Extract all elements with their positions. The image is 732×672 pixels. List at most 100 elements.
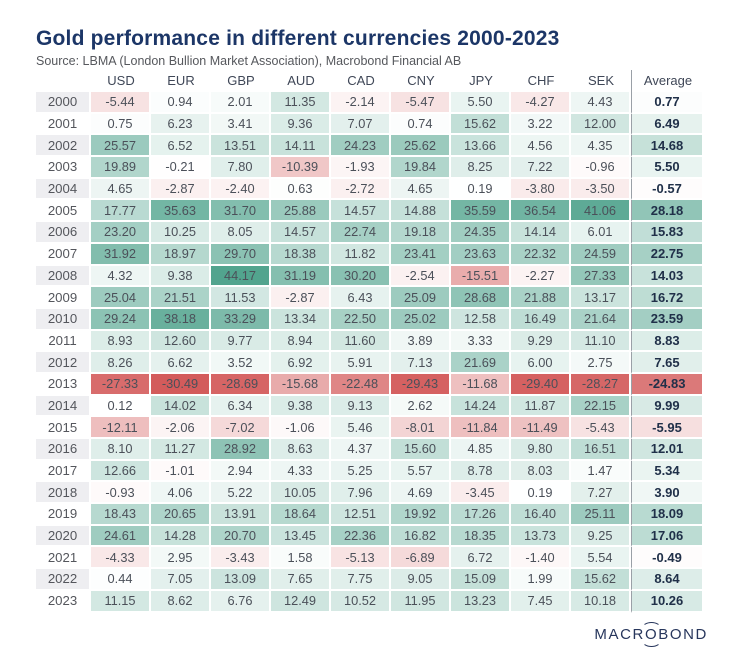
heatmap-cell-2015-aud: -1.06 bbox=[271, 417, 331, 439]
table-row-2009: 2009 25.04 21.51 11.53 -2.87 6.43 25.09 28.68 21… bbox=[36, 287, 704, 309]
heatmap-cell-2006-jpy: 24.35 bbox=[451, 222, 511, 244]
heatmap-cell-2000-sek: 4.43 bbox=[571, 92, 631, 114]
heatmap-cell-2008-cad: 30.20 bbox=[331, 265, 391, 288]
heatmap-cell-2006-cad: 22.74 bbox=[331, 222, 391, 244]
heatmap-cell-2020-usd: 24.61 bbox=[91, 525, 151, 548]
heatmap-cell-2009-cny: 25.09 bbox=[391, 287, 451, 309]
table-row-2023: 2023 11.15 8.62 6.76 12.49 10.52 11.95 13.23 7.4… bbox=[36, 590, 704, 613]
heatmap-cell-2002-cad: 24.23 bbox=[331, 135, 391, 158]
heatmap-cell-2000-cny: -5.47 bbox=[391, 92, 451, 114]
heatmap-cell-2023-cny: 11.95 bbox=[391, 590, 451, 613]
heatmap-cell-2020-jpy: 18.35 bbox=[451, 525, 511, 548]
year-label: 2001 bbox=[36, 113, 91, 136]
year-label: 2012 bbox=[36, 352, 91, 374]
heatmap-cell-2012-eur: 6.62 bbox=[151, 352, 211, 374]
heatmap-cell-2002-aud: 14.11 bbox=[271, 135, 331, 158]
heatmap-cell-2022-cny: 9.05 bbox=[391, 569, 451, 591]
heatmap-cell-2021-aud: 1.58 bbox=[271, 547, 331, 570]
heatmap-cell-2022-aud: 7.65 bbox=[271, 569, 331, 591]
heatmap-cell-2007-gbp: 29.70 bbox=[211, 243, 271, 266]
heatmap-cell-2002-gbp: 13.51 bbox=[211, 135, 271, 158]
heatmap-cell-2010-jpy: 12.58 bbox=[451, 308, 511, 331]
heatmap-cell-2011-sek: 11.10 bbox=[571, 330, 631, 353]
heatmap-cell-2010-cad: 22.50 bbox=[331, 308, 391, 331]
heatmap-cell-2009-cad: 6.43 bbox=[331, 287, 391, 309]
logo-text-post: BOND bbox=[658, 626, 708, 643]
heatmap-cell-2003-sek: -0.96 bbox=[571, 157, 631, 179]
year-label: 2014 bbox=[36, 395, 91, 418]
year-label: 2017 bbox=[36, 460, 91, 483]
heatmap-cell-2010-sek: 21.64 bbox=[571, 308, 631, 331]
year-column-header bbox=[36, 70, 91, 92]
column-header-aud: AUD bbox=[287, 72, 315, 88]
heatmap-cell-2021-cny: -6.89 bbox=[391, 547, 451, 570]
heatmap-cell-2005-cad: 14.57 bbox=[331, 200, 391, 223]
heatmap-cell-2014-gbp: 6.34 bbox=[211, 395, 271, 418]
heatmap-cell-2014-jpy: 14.24 bbox=[451, 395, 511, 418]
gold-performance-heatmap-table: USD EUR GBP AUD CAD CNY JPY CHF SEK Average 2000-… bbox=[36, 70, 704, 613]
column-header-jpy: JPY bbox=[469, 72, 493, 88]
heatmap-cell-2012-usd: 8.26 bbox=[91, 352, 151, 374]
heatmap-cell-2011-eur: 12.60 bbox=[151, 330, 211, 353]
heatmap-cell-2006-sek: 6.01 bbox=[571, 222, 631, 244]
heatmap-cell-2022-cad: 7.75 bbox=[331, 569, 391, 591]
heatmap-cell-2019-gbp: 13.91 bbox=[211, 504, 271, 526]
average-cell-2022: 8.64 bbox=[631, 569, 704, 591]
heatmap-cell-2011-aud: 8.94 bbox=[271, 330, 331, 353]
heatmap-cell-2017-usd: 12.66 bbox=[91, 460, 151, 483]
heatmap-cell-2001-aud: 9.36 bbox=[271, 113, 331, 136]
heatmap-cell-2005-gbp: 31.70 bbox=[211, 200, 271, 223]
heatmap-cell-2015-cad: 5.46 bbox=[331, 417, 391, 439]
average-cell-2014: 9.99 bbox=[631, 395, 704, 418]
average-cell-2007: 22.75 bbox=[631, 243, 704, 266]
heatmap-cell-2003-cad: -1.93 bbox=[331, 157, 391, 179]
table-row-2010: 2010 29.24 38.18 33.29 13.34 22.50 25.02 12.58 1… bbox=[36, 308, 704, 331]
heatmap-cell-2002-chf: 4.56 bbox=[511, 135, 571, 158]
column-header-sek: SEK bbox=[587, 72, 614, 88]
heatmap-cell-2008-chf: -2.27 bbox=[511, 265, 571, 288]
heatmap-cell-2016-cad: 4.37 bbox=[331, 439, 391, 461]
heatmap-cell-2007-jpy: 23.63 bbox=[451, 243, 511, 266]
source-note: Source: LBMA (London Bullion Market Asso… bbox=[36, 54, 462, 68]
table-row-2004: 2004 4.65 -2.87 -2.40 0.63 -2.72 4.65 0.19 -3.80… bbox=[36, 178, 704, 201]
heatmap-cell-2013-cny: -29.43 bbox=[391, 373, 451, 396]
heatmap-cell-2013-aud: -15.68 bbox=[271, 373, 331, 396]
average-cell-2010: 23.59 bbox=[631, 308, 704, 331]
heatmap-cell-2022-chf: 1.99 bbox=[511, 569, 571, 591]
heatmap-cell-2005-jpy: 35.59 bbox=[451, 200, 511, 223]
heatmap-cell-2017-cny: 5.57 bbox=[391, 460, 451, 483]
table-row-2012: 2012 8.26 6.62 3.52 6.92 5.91 7.13 21.69 6.00 2.7… bbox=[36, 352, 704, 374]
heatmap-cell-2001-cad: 7.07 bbox=[331, 113, 391, 136]
year-label: 2005 bbox=[36, 200, 91, 223]
heatmap-cell-2007-cad: 11.82 bbox=[331, 243, 391, 266]
heatmap-cell-2012-sek: 2.75 bbox=[571, 352, 631, 374]
heatmap-cell-2006-gbp: 8.05 bbox=[211, 222, 271, 244]
page-title: Gold performance in different currencies… bbox=[36, 27, 560, 50]
heatmap-cell-2023-gbp: 6.76 bbox=[211, 590, 271, 613]
year-label: 2015 bbox=[36, 417, 91, 439]
heatmap-cell-2013-usd: -27.33 bbox=[91, 373, 151, 396]
heatmap-cell-2013-eur: -30.49 bbox=[151, 373, 211, 396]
average-cell-2008: 14.03 bbox=[631, 265, 704, 288]
heatmap-cell-2006-cny: 19.18 bbox=[391, 222, 451, 244]
heatmap-cell-2013-sek: -28.27 bbox=[571, 373, 631, 396]
heatmap-cell-2022-jpy: 15.09 bbox=[451, 569, 511, 591]
heatmap-cell-2018-jpy: -3.45 bbox=[451, 482, 511, 505]
table-row-2022: 2022 0.44 7.05 13.09 7.65 7.75 9.05 15.09 1.99 15… bbox=[36, 569, 704, 591]
heatmap-cell-2002-sek: 4.35 bbox=[571, 135, 631, 158]
table-row-2008: 2008 4.32 9.38 44.17 31.19 30.20 -2.54 -15.51 -2… bbox=[36, 265, 704, 288]
heatmap-cell-2009-gbp: 11.53 bbox=[211, 287, 271, 309]
average-cell-2000: 0.77 bbox=[631, 92, 704, 114]
heatmap-cell-2008-sek: 27.33 bbox=[571, 265, 631, 288]
heatmap-cell-2018-cny: 4.69 bbox=[391, 482, 451, 505]
heatmap-cell-2012-gbp: 3.52 bbox=[211, 352, 271, 374]
heatmap-cell-2009-aud: -2.87 bbox=[271, 287, 331, 309]
heatmap-cell-2017-sek: 1.47 bbox=[571, 460, 631, 483]
heatmap-cell-2016-jpy: 4.85 bbox=[451, 439, 511, 461]
heatmap-cell-2020-sek: 9.25 bbox=[571, 525, 631, 548]
heatmap-cell-2021-eur: 2.95 bbox=[151, 547, 211, 570]
table-row-2020: 2020 24.61 14.28 20.70 13.45 22.36 16.82 18.35 1… bbox=[36, 525, 704, 548]
heatmap-cell-2014-cad: 9.13 bbox=[331, 395, 391, 418]
heatmap-cell-2018-aud: 10.05 bbox=[271, 482, 331, 505]
table-row-2016: 2016 8.10 11.27 28.92 8.63 4.37 15.60 4.85 9.80 1… bbox=[36, 439, 704, 461]
